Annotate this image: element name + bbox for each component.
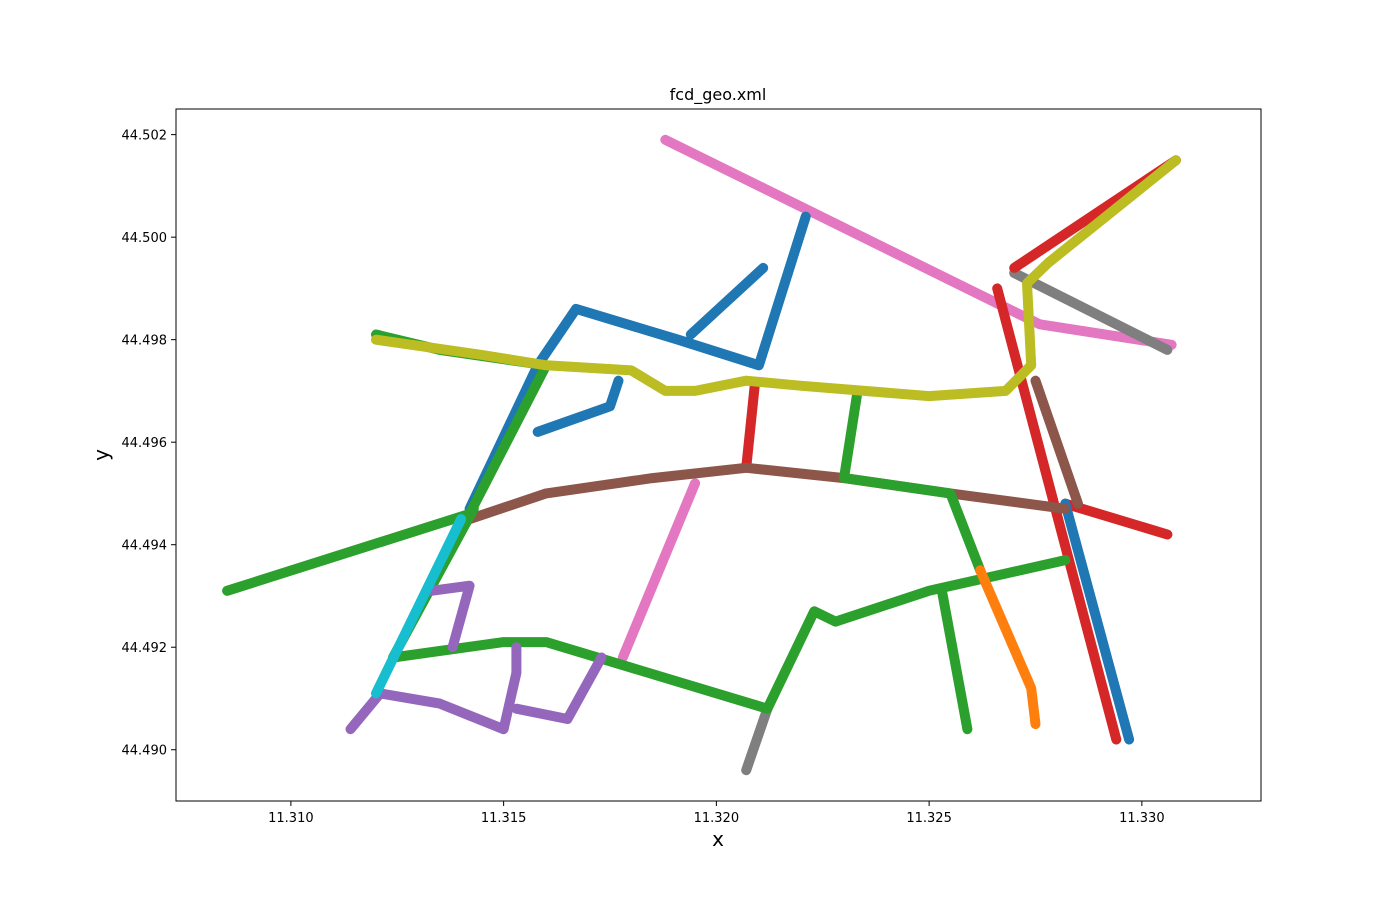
trajectory-line-19 (839, 391, 986, 576)
y-tick-label: 44.496 (122, 436, 168, 451)
trajectory-line-6 (992, 283, 1122, 745)
trajectory-line-24 (371, 514, 467, 699)
trajectory-line-2 (617, 478, 701, 663)
y-tick-label: 44.492 (122, 641, 168, 656)
y-tick-label: 44.490 (122, 744, 168, 759)
plot-lines (222, 134, 1181, 776)
x-tick: 11.315 (481, 801, 527, 826)
trajectory-line-14 (464, 462, 1071, 525)
x-tick: 11.320 (694, 801, 740, 826)
y-tick-label: 44.502 (122, 129, 168, 144)
x-tick-label: 11.315 (481, 811, 527, 826)
y-tick: 44.500 (122, 231, 176, 246)
y-tick: 44.496 (122, 436, 176, 451)
y-tick-label: 44.500 (122, 231, 168, 246)
trajectory-line-17 (388, 503, 1071, 714)
y-axis-ticks: 44.490 44.492 44.494 44.496 44.498 44.500 44.5… (122, 129, 176, 759)
x-tick-label: 11.325 (906, 811, 952, 826)
trajectory-line-1 (660, 134, 1177, 350)
y-tick: 44.490 (122, 744, 176, 759)
y-tick: 44.492 (122, 641, 176, 656)
trajectory-line-7 (741, 380, 760, 473)
trajectory-line-8 (1060, 498, 1173, 540)
x-tick-label: 11.320 (694, 811, 740, 826)
x-axis-ticks: 11.310 11.315 11.320 11.325 11.330 (268, 801, 1165, 826)
chart-title: fcd_geo.xml (670, 85, 767, 105)
trajectory-line-11 (532, 375, 624, 437)
y-tick: 44.494 (122, 539, 176, 554)
x-tick-label: 11.330 (1119, 811, 1165, 826)
trajectory-line-21 (345, 642, 522, 735)
x-tick: 11.330 (1119, 801, 1165, 826)
x-tick: 11.325 (906, 801, 952, 826)
trajectory-line-22 (511, 652, 607, 724)
trajectory-line-9 (464, 211, 811, 514)
trajectory-line-13 (1030, 375, 1083, 509)
trajectory-line-20 (975, 565, 1041, 730)
x-axis-label: x (712, 827, 724, 851)
trajectory-line-25 (371, 155, 1181, 402)
y-tick: 44.498 (122, 334, 176, 349)
plot-frame (175, 108, 1262, 802)
trajectory-line-15 (222, 360, 552, 596)
trajectory-line-18 (936, 585, 973, 735)
trajectory-line-12 (1060, 498, 1135, 745)
y-tick: 44.502 (122, 129, 176, 144)
trajectory-line-10 (685, 262, 769, 340)
trajectory-line-4 (741, 703, 773, 776)
y-tick-label: 44.494 (122, 539, 168, 554)
trajectory-line-3 (1009, 268, 1173, 355)
x-tick: 11.310 (268, 801, 314, 826)
x-tick-label: 11.310 (268, 811, 314, 826)
y-tick-label: 44.498 (122, 334, 168, 349)
trajectory-line-23 (426, 580, 475, 653)
y-axis-label: y (89, 449, 113, 461)
